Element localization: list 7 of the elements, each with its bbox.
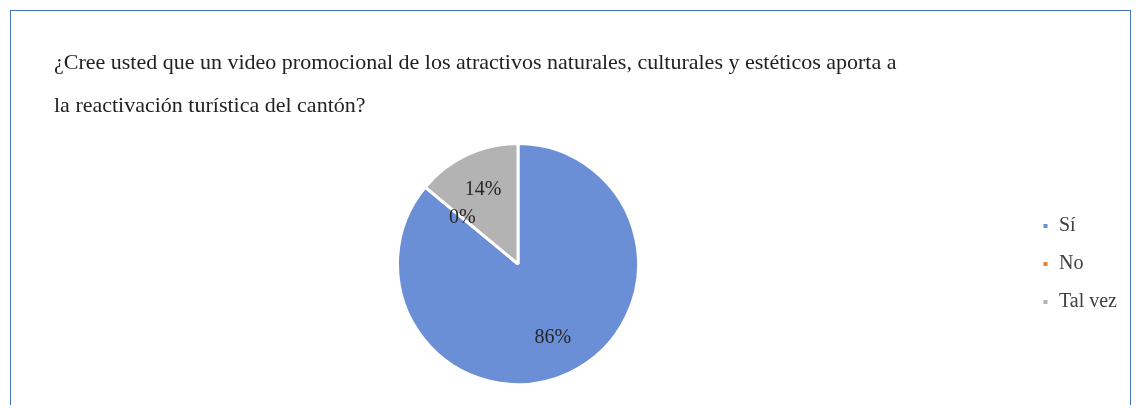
legend-label: Sí (1058, 213, 1077, 236)
chart-title: ¿Cree usted que un video promocional de los atractivos naturales, culturales y estéticos aporta a la reactivación turística del cantón? (54, 48, 898, 119)
legend-label: Tal vez (1058, 289, 1118, 312)
legend-label: No (1058, 251, 1084, 274)
text: 0% (448, 205, 476, 228)
data-label: 86% (534, 325, 572, 348)
data-label: 14% (464, 177, 502, 200)
